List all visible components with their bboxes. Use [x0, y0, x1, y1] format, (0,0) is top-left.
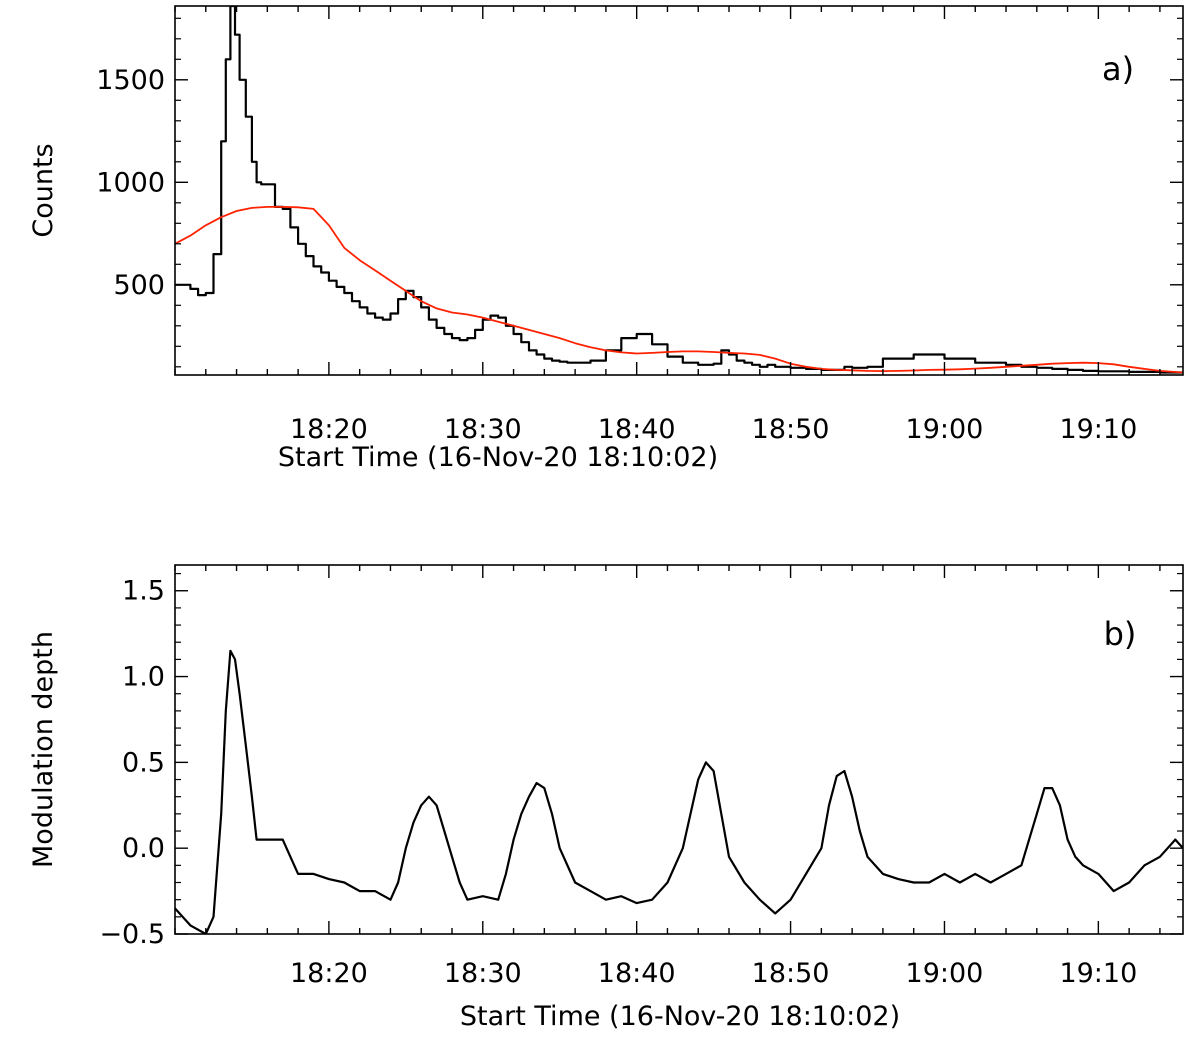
panel-a-label: a): [1102, 50, 1134, 88]
panel-a-x-tick-label: 19:10: [1059, 414, 1137, 445]
panel-a-series-line-1: [175, 206, 1183, 374]
panel-a-x-axis-title: Start Time (16-Nov-20 18:10:02): [278, 442, 718, 473]
panel-b-y-tick-label: 0.0: [122, 833, 165, 864]
panel-b-x-tick-label: 18:30: [444, 958, 522, 989]
panel-b-chart: 18:20 18:30 18:40 18:50 19:00 19:10 −0.5 0.0 0.5…: [28, 564, 1184, 1032]
panel-a-y-tick-label: 500: [113, 270, 165, 301]
panel-b-y-axis-title: Modulation depth: [28, 631, 59, 868]
panel-a-x-tick-label: 19:00: [906, 414, 984, 445]
panel-a-y-tick-label: 1500: [96, 65, 165, 96]
panel-a-plot-frame: [174, 5, 1184, 376]
panel-b-x-tick-label: 18:20: [290, 958, 368, 989]
panel-b-label: b): [1104, 615, 1137, 653]
panel-b-x-tick-label: 19:10: [1059, 958, 1137, 989]
panel-b-y-tick-label: 0.5: [122, 747, 165, 778]
panel-a-x-tick-label: 18:30: [444, 414, 522, 445]
panel-b-y-tick-label: 1.0: [122, 662, 165, 693]
panel-a-x-tick-label: 18:50: [752, 414, 830, 445]
panel-b-x-axis-title: Start Time (16-Nov-20 18:10:02): [460, 1001, 900, 1032]
panel-b-plot-frame: [174, 564, 1184, 935]
panel-a-y-axis-title: Counts: [28, 143, 59, 237]
panel-b-y-tick-label: −0.5: [99, 919, 165, 950]
panel-a-series-line-0: [175, 6, 1183, 374]
panel-a-y-tick-label: 1000: [96, 167, 165, 198]
panel-a-series-group: [175, 6, 1183, 374]
panel-b-y-tick-label: 1.5: [122, 576, 165, 607]
panel-b-series-group: [175, 649, 1183, 934]
panel-b-x-tick-label: 18:50: [752, 958, 830, 989]
panel-a-x-tick-label: 18:40: [598, 414, 676, 445]
panel-b-x-tick-label: 19:00: [906, 958, 984, 989]
panel-a-x-tick-label: 18:20: [290, 414, 368, 445]
panel-b-x-tick-label: 18:40: [598, 958, 676, 989]
panel-b-series-line-0: [175, 649, 1183, 934]
panel-a-chart: 18:20 18:30 18:40 18:50 19:00 19:10 500 1000 150…: [28, 5, 1184, 473]
